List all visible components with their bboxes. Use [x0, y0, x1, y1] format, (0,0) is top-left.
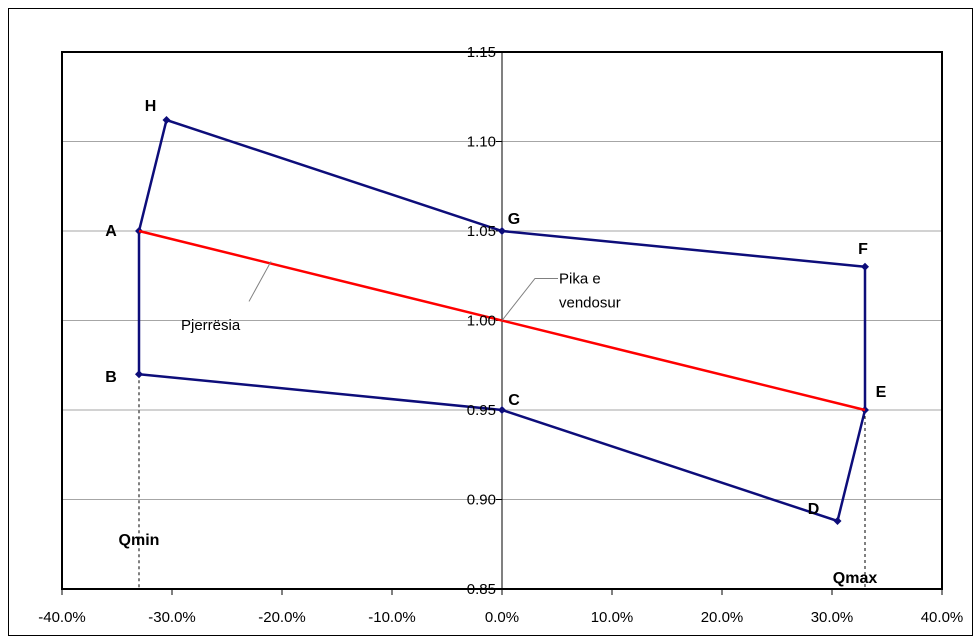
series [135, 116, 869, 589]
x-tick-label: -30.0% [148, 609, 196, 626]
point-label: E [876, 384, 887, 401]
annotation-label: Pjerrësia [181, 317, 241, 334]
y-tick-label: 0.85 [467, 581, 496, 598]
labels: 0.85 0.90 0.95 1.00 1.05 1.10 1.15 -40.0% -30.0%… [38, 44, 963, 626]
annotation-leader [248, 261, 272, 302]
point-label: C [508, 392, 520, 409]
data-point-marker [498, 406, 506, 414]
x-tick-label: -20.0% [258, 609, 306, 626]
annotation-leader [501, 278, 558, 321]
x-tick-label: 0.0% [485, 609, 519, 626]
x-tick-label: 20.0% [701, 609, 744, 626]
data-point-marker [162, 116, 171, 125]
reference-label: Qmax [833, 570, 878, 587]
y-tick-label: 1.00 [467, 313, 496, 330]
x-tick-label: -40.0% [38, 609, 86, 626]
annotation-label: vendosur [559, 295, 621, 312]
data-point-marker [861, 262, 869, 271]
y-tick-label: 1.05 [467, 223, 496, 240]
chart-frame: 0.85 0.90 0.95 1.00 1.05 1.10 1.15 -40.0% -30.0%… [8, 8, 973, 636]
x-tick-label: -10.0% [368, 609, 416, 626]
y-tick-label: 0.90 [467, 492, 496, 509]
reference-label: Qmin [119, 532, 160, 549]
x-tick-label: 40.0% [921, 609, 964, 626]
y-tick-label: 0.95 [467, 402, 496, 419]
data-point-marker [833, 516, 842, 525]
point-label: G [508, 211, 520, 228]
annotation-label: Pika e [559, 271, 601, 288]
point-label: B [105, 369, 117, 386]
point-label: F [858, 241, 868, 258]
y-tick-label: 1.15 [467, 44, 496, 61]
y-tick-label: 1.10 [467, 134, 496, 151]
data-point-marker [498, 227, 506, 235]
point-label: H [145, 98, 157, 115]
point-label: D [808, 501, 820, 518]
x-tick-label: 10.0% [591, 609, 634, 626]
chart-svg: 0.85 0.90 0.95 1.00 1.05 1.10 1.15 -40.0% -30.0%… [38, 44, 963, 626]
point-label: A [105, 223, 117, 240]
data-point-marker [135, 370, 143, 379]
x-tick-label: 30.0% [811, 609, 854, 626]
